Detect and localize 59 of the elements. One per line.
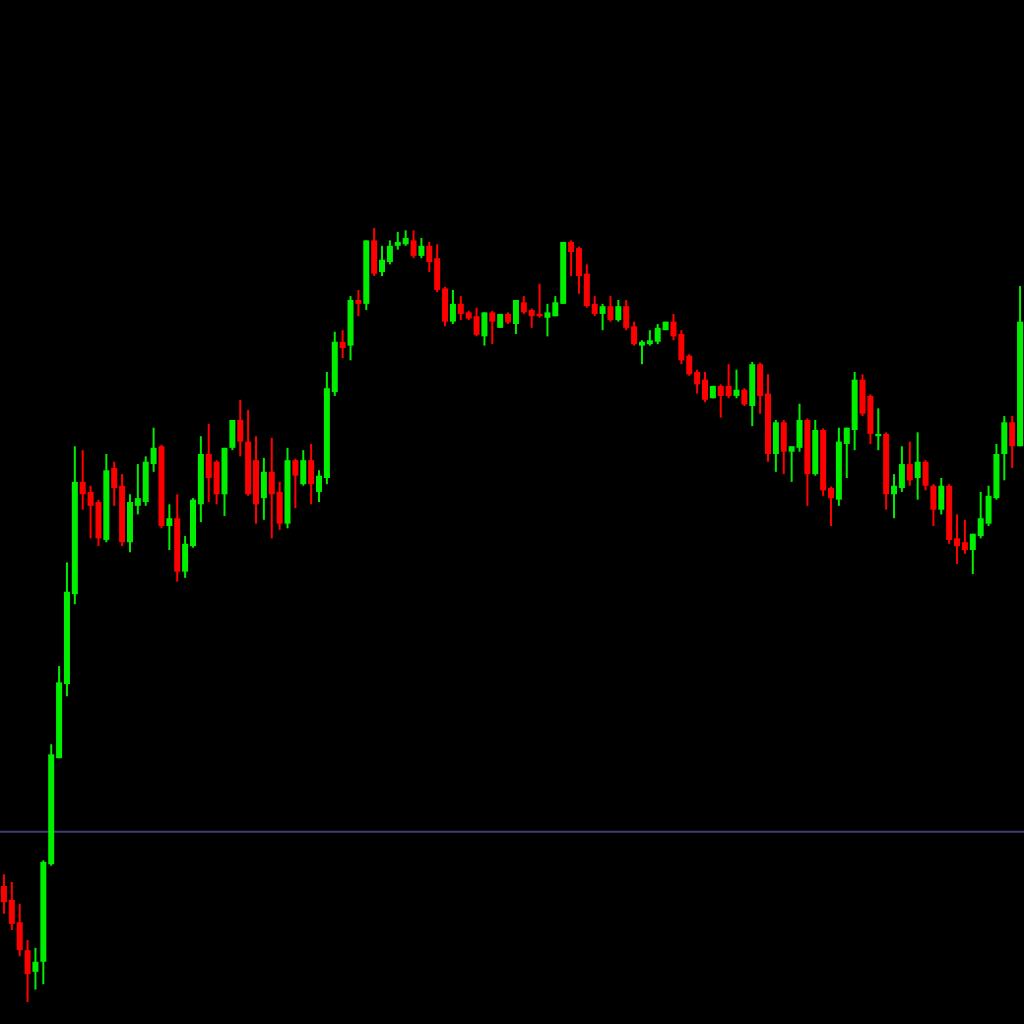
candlestick: [339, 329, 346, 360]
candlestick: [961, 518, 968, 555]
candlestick: [32, 946, 39, 991]
candlestick: [371, 227, 378, 277]
candlestick: [1009, 415, 1016, 469]
candlestick: [607, 295, 614, 323]
candlestick: [780, 418, 787, 476]
candlestick: [512, 298, 519, 336]
candlestick: [205, 422, 212, 503]
candlestick: [229, 418, 236, 452]
candlestick: [481, 311, 488, 347]
candlestick: [544, 302, 551, 338]
candlestick: [638, 339, 645, 366]
candlestick: [449, 288, 456, 325]
candlestick: [906, 440, 913, 487]
candlestick: [379, 244, 386, 277]
candlestick: [166, 503, 173, 551]
candlestick: [418, 237, 425, 260]
candlestick: [213, 459, 220, 506]
candlestick: [717, 383, 724, 419]
candlestick: [16, 902, 23, 958]
candlestick: [24, 939, 31, 1003]
candlestick: [796, 402, 803, 453]
candlestick: [79, 449, 86, 511]
candlestick: [221, 446, 228, 517]
candlestick: [772, 418, 779, 473]
candlestick: [1001, 415, 1008, 482]
candlestick: [355, 288, 362, 318]
candlestick: [725, 363, 732, 400]
candlestick: [938, 477, 945, 516]
candlestick: [386, 239, 393, 266]
candlestick: [914, 431, 921, 501]
candlestick: [253, 435, 259, 525]
candlestick: [410, 229, 417, 260]
candlestick: [300, 449, 307, 487]
candlestick: [701, 370, 708, 404]
candlestick: [276, 480, 283, 531]
candlestick: [473, 306, 480, 338]
candlestick: [749, 360, 756, 428]
candlestick: [733, 368, 740, 400]
candlestick: [260, 456, 267, 521]
candlestick: [678, 329, 685, 366]
candlestick: [268, 436, 275, 540]
candlestick: [347, 295, 354, 362]
candlestick: [615, 298, 622, 323]
candlestick: [292, 457, 299, 510]
candlestick: [126, 493, 133, 554]
candlestick: [812, 418, 819, 477]
candlestick: [87, 484, 94, 540]
candlestick: [237, 398, 244, 458]
candlestick: [457, 295, 464, 322]
candlestick: [568, 239, 575, 277]
candlestick: [142, 455, 149, 507]
candlestick: [654, 322, 661, 346]
candlestick: [308, 442, 315, 506]
candlestick: [489, 309, 496, 346]
candlestick: [898, 445, 905, 493]
candlestick: [599, 302, 606, 332]
candlestick: [528, 307, 535, 329]
